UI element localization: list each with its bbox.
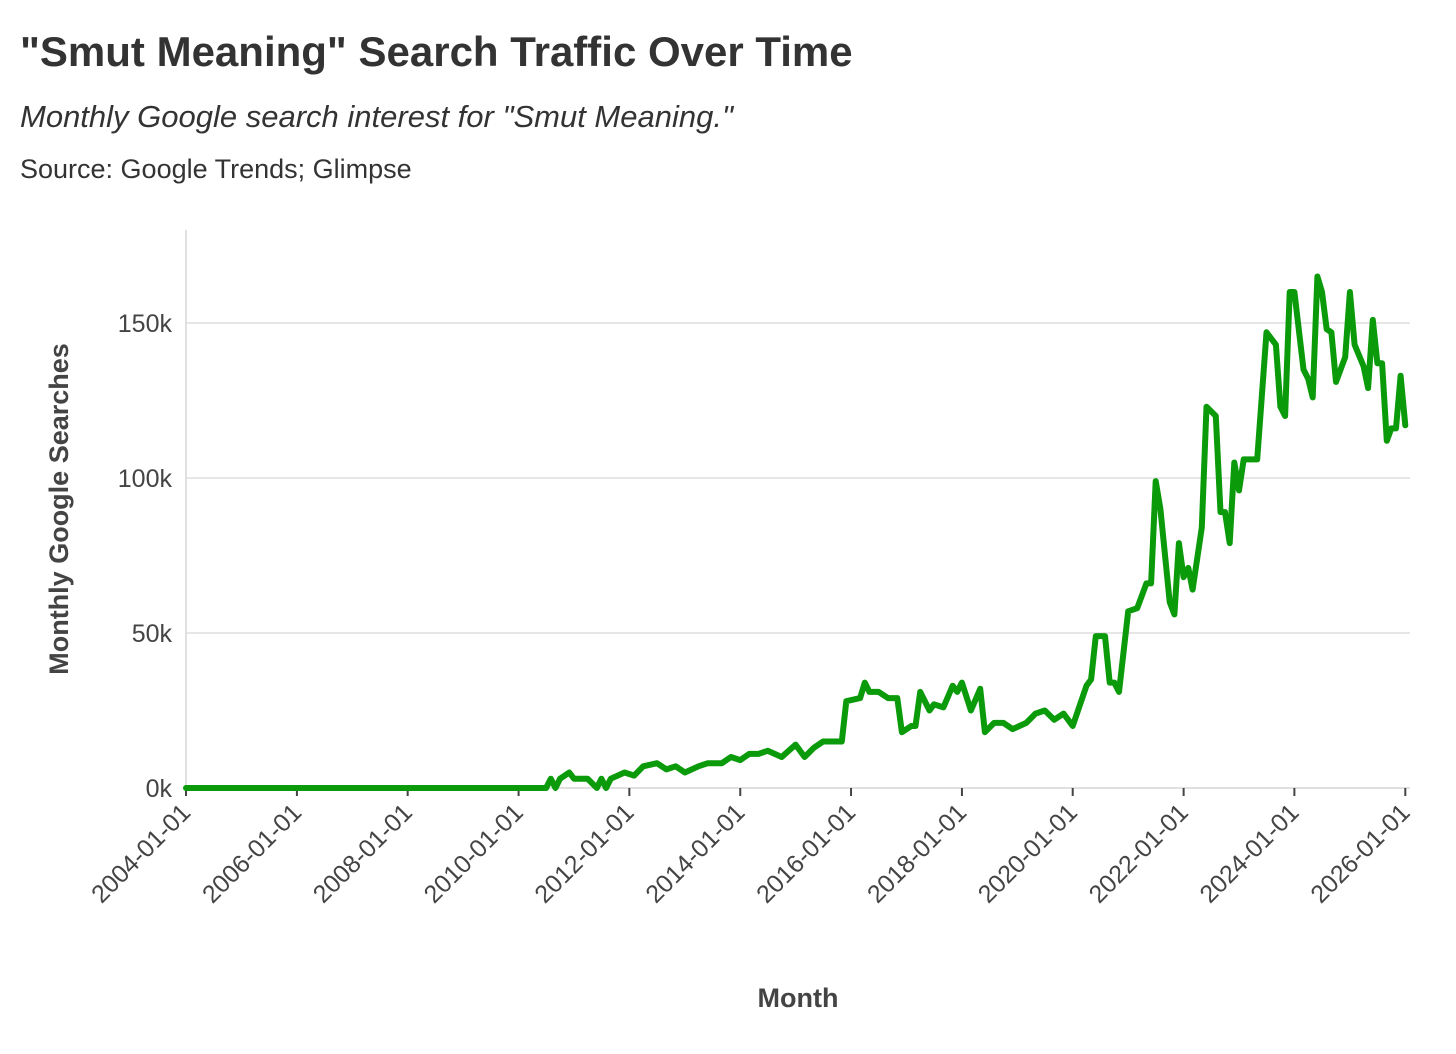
x-tick-label: 2014-01-01 — [640, 798, 750, 908]
y-axis-title: Monthly Google Searches — [44, 343, 74, 675]
x-tick-label: 2008-01-01 — [308, 798, 418, 908]
y-tick-label: 100k — [118, 465, 173, 493]
data-line — [183, 273, 1409, 791]
y-tick-label: 150k — [118, 310, 173, 338]
chart-subtitle: Monthly Google search interest for "Smut… — [20, 99, 735, 134]
x-tick-label: 2026-01-01 — [1305, 798, 1415, 908]
x-tick-label: 2018-01-01 — [862, 798, 972, 908]
x-tick-label: 2024-01-01 — [1194, 798, 1304, 908]
y-tick-label: 50k — [132, 620, 173, 648]
source-note: Source: Google Trends; Glimpse — [20, 154, 412, 184]
x-tick-label: 2004-01-01 — [86, 798, 196, 908]
x-tick-label: 2010-01-01 — [419, 798, 529, 908]
x-axis-title: Month — [758, 983, 839, 1013]
x-tick-label: 2016-01-01 — [751, 798, 861, 908]
chart-title: "Smut Meaning" Search Traffic Over Time — [20, 28, 853, 75]
x-tick-label: 2020-01-01 — [973, 798, 1083, 908]
x-tick-label: 2022-01-01 — [1084, 798, 1194, 908]
x-tick-label: 2012-01-01 — [529, 798, 639, 908]
x-tick-label: 2006-01-01 — [197, 798, 307, 908]
y-tick-label: 0k — [146, 775, 173, 803]
